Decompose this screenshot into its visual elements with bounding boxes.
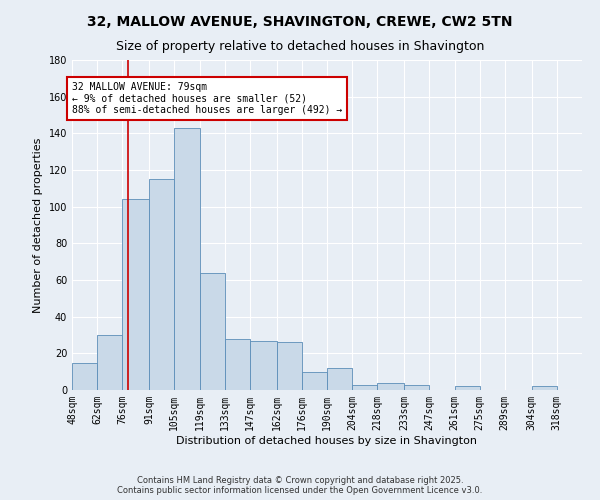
Bar	[72, 362, 97, 390]
Bar	[532, 386, 557, 390]
Bar	[122, 200, 149, 390]
Bar	[199, 272, 224, 390]
Text: 32, MALLOW AVENUE, SHAVINGTON, CREWE, CW2 5TN: 32, MALLOW AVENUE, SHAVINGTON, CREWE, CW…	[87, 15, 513, 29]
Text: Size of property relative to detached houses in Shavington: Size of property relative to detached ho…	[116, 40, 484, 53]
Bar	[455, 386, 479, 390]
Bar	[224, 338, 250, 390]
X-axis label: Distribution of detached houses by size in Shavington: Distribution of detached houses by size …	[176, 436, 478, 446]
Bar	[97, 335, 122, 390]
Text: 32 MALLOW AVENUE: 79sqm
← 9% of detached houses are smaller (52)
88% of semi-det: 32 MALLOW AVENUE: 79sqm ← 9% of detached…	[72, 82, 342, 115]
Bar	[175, 128, 199, 390]
Bar	[250, 340, 277, 390]
Bar	[149, 179, 175, 390]
Bar	[377, 382, 404, 390]
Text: Contains HM Land Registry data © Crown copyright and database right 2025.
Contai: Contains HM Land Registry data © Crown c…	[118, 476, 482, 495]
Bar	[327, 368, 352, 390]
Y-axis label: Number of detached properties: Number of detached properties	[33, 138, 43, 312]
Bar	[404, 384, 430, 390]
Bar	[352, 384, 377, 390]
Bar	[277, 342, 302, 390]
Bar	[302, 372, 327, 390]
